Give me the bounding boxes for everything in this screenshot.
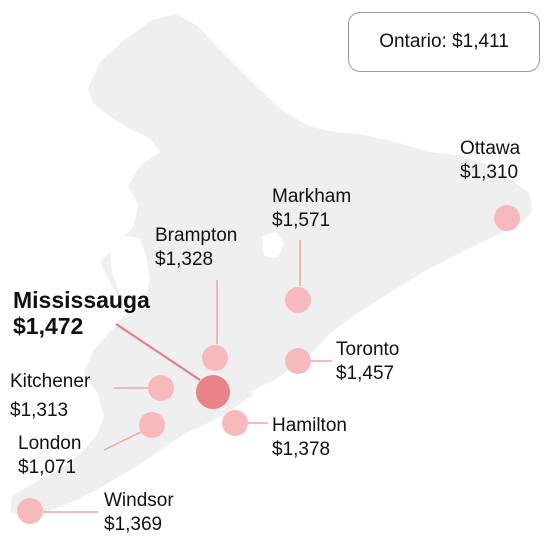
city-value: $1,378 [272,439,331,460]
city-name: Toronto [336,339,400,360]
city-marker-london [139,412,165,438]
city-label-mississauga: Mississauga $1,472 [13,287,150,339]
city-label-brampton: Brampton $1,328 [155,224,237,272]
city-name: Hamilton [272,415,347,436]
city-label-markham: Markham $1,571 [272,185,351,233]
city-marker-markham [285,287,311,313]
city-marker-windsor [17,498,43,524]
city-name: London [18,433,82,454]
leader-lines [43,240,332,513]
city-marker-toronto [285,348,311,374]
city-marker-hamilton [222,410,248,436]
city-value: $1,071 [18,457,77,478]
lake-ontario [250,330,384,400]
city-value: $1,457 [336,363,395,384]
leader-line-mississauga [115,323,201,381]
city-marker-brampton [202,345,228,371]
city-name: Kitchener [10,371,91,392]
city-name: Windsor [104,490,174,511]
city-value: $1,310 [460,162,519,183]
city-name: Markham [272,186,352,207]
ontario-landmass [10,14,532,516]
city-value: $1,571 [272,210,331,231]
city-marker-mississauga [196,375,230,409]
lake-simcoe [262,232,284,258]
city-label-kitchener: Kitchener $1,313 [10,370,90,423]
city-label-windsor: Windsor $1,369 [104,489,174,537]
city-name: Mississauga [13,287,150,313]
leader-line-london [103,431,142,451]
city-value: $1,313 [10,400,69,421]
city-value: $1,472 [13,313,84,339]
city-label-toronto: Toronto $1,457 [336,338,399,386]
city-label-london: London $1,071 [18,432,81,480]
city-value: $1,328 [155,249,214,270]
city-marker-ottawa [494,205,520,231]
city-markers [17,205,520,524]
province-summary-box: Ontario: $1,411 [348,12,540,72]
city-name: Ottawa [460,138,521,159]
city-value: $1,369 [104,514,163,535]
city-marker-kitchener [148,375,174,401]
lake-erie [88,442,236,508]
city-label-hamilton: Hamilton $1,378 [272,414,347,462]
georgian-bay [110,236,150,312]
city-label-ottawa: Ottawa $1,310 [460,137,520,185]
province-summary-text: Ontario: $1,411 [379,31,509,52]
city-name: Brampton [155,225,238,246]
